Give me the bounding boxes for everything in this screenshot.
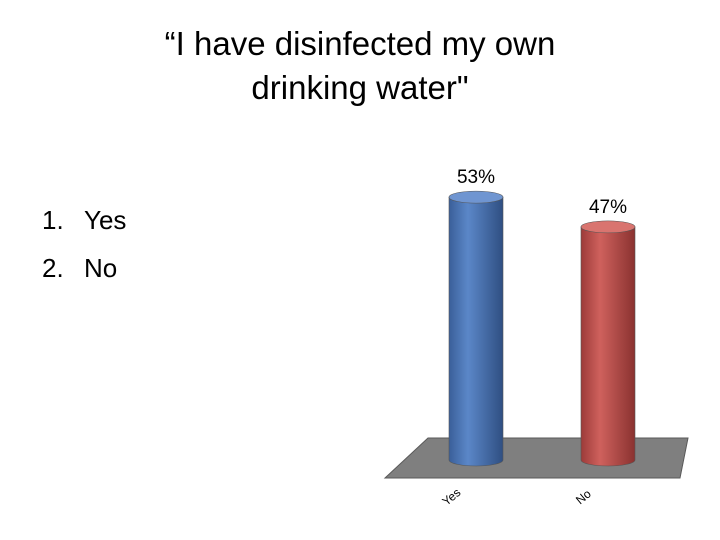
bar-no: [580, 226, 636, 467]
data-label: 47%: [589, 197, 627, 218]
bar-top-no: [580, 220, 636, 234]
data-label: 53%: [457, 167, 495, 188]
bar-top-yes: [448, 190, 504, 204]
option-no: 2. No: [42, 244, 126, 292]
category-tick-label: No: [573, 486, 594, 507]
title-line-1: “I have disinfected my own: [164, 25, 556, 62]
option-number: 2.: [42, 253, 64, 283]
option-label: No: [84, 253, 118, 283]
slide-title: “I have disinfected my own drinking wate…: [100, 22, 620, 110]
option-number: 1.: [42, 205, 64, 235]
bar-yes: [448, 196, 504, 467]
title-line-2: drinking water": [251, 69, 469, 106]
bars-group: 53% Yes 47% No: [439, 167, 636, 509]
option-yes: 1. Yes: [42, 196, 126, 244]
answer-options-list: 1. Yes 2. No: [42, 196, 126, 292]
category-tick-label: Yes: [439, 485, 463, 508]
chart-floor: [383, 437, 689, 479]
option-label: Yes: [84, 205, 127, 235]
